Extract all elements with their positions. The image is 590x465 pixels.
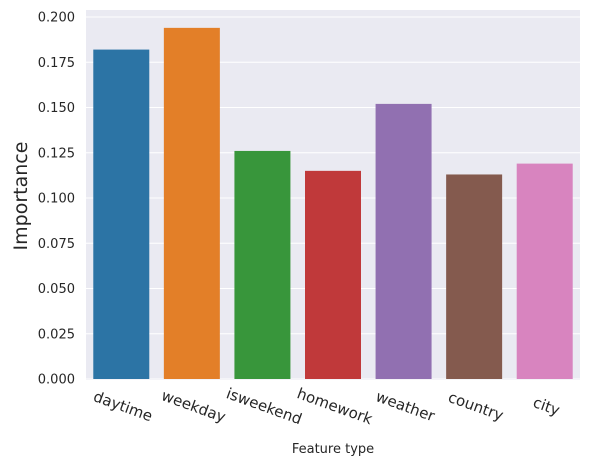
bar-country — [446, 174, 503, 379]
x-tick-label-city: city — [531, 393, 563, 419]
x-tick-label-isweekend: isweekend — [224, 384, 305, 428]
bar-weekday — [163, 27, 220, 380]
y-tick-label-2: 0.050 — [38, 282, 75, 297]
y-tick-label-7: 0.175 — [38, 56, 75, 71]
x-tick-label-homework: homework — [295, 384, 376, 428]
bar-weather — [375, 103, 432, 379]
x-tick-label-daytime: daytime — [91, 387, 155, 425]
y-tick-label-4: 0.100 — [38, 192, 75, 207]
y-tick-label-1: 0.025 — [38, 327, 75, 342]
bar-daytime — [93, 49, 150, 379]
bar-isweekend — [234, 150, 291, 379]
y-tick-labels: 0.000 0.025 0.050 0.075 0.100 0.125 0.150 0.175… — [38, 11, 75, 388]
y-tick-label-8: 0.200 — [38, 11, 75, 26]
x-tick-label-weekday: weekday — [159, 386, 228, 426]
y-tick-label-3: 0.075 — [38, 237, 75, 252]
bars — [93, 27, 573, 380]
y-tick-label-5: 0.125 — [38, 146, 75, 161]
y-tick-label-6: 0.150 — [38, 101, 75, 116]
bar-homework — [305, 170, 361, 379]
y-tick-label-0: 0.000 — [38, 373, 75, 388]
bar-city — [516, 163, 573, 379]
x-tick-label-country: country — [446, 388, 506, 425]
x-axis-title: Feature type — [292, 442, 374, 457]
y-axis-title: Importance — [10, 142, 32, 251]
x-tick-label-weather: weather — [373, 387, 438, 425]
